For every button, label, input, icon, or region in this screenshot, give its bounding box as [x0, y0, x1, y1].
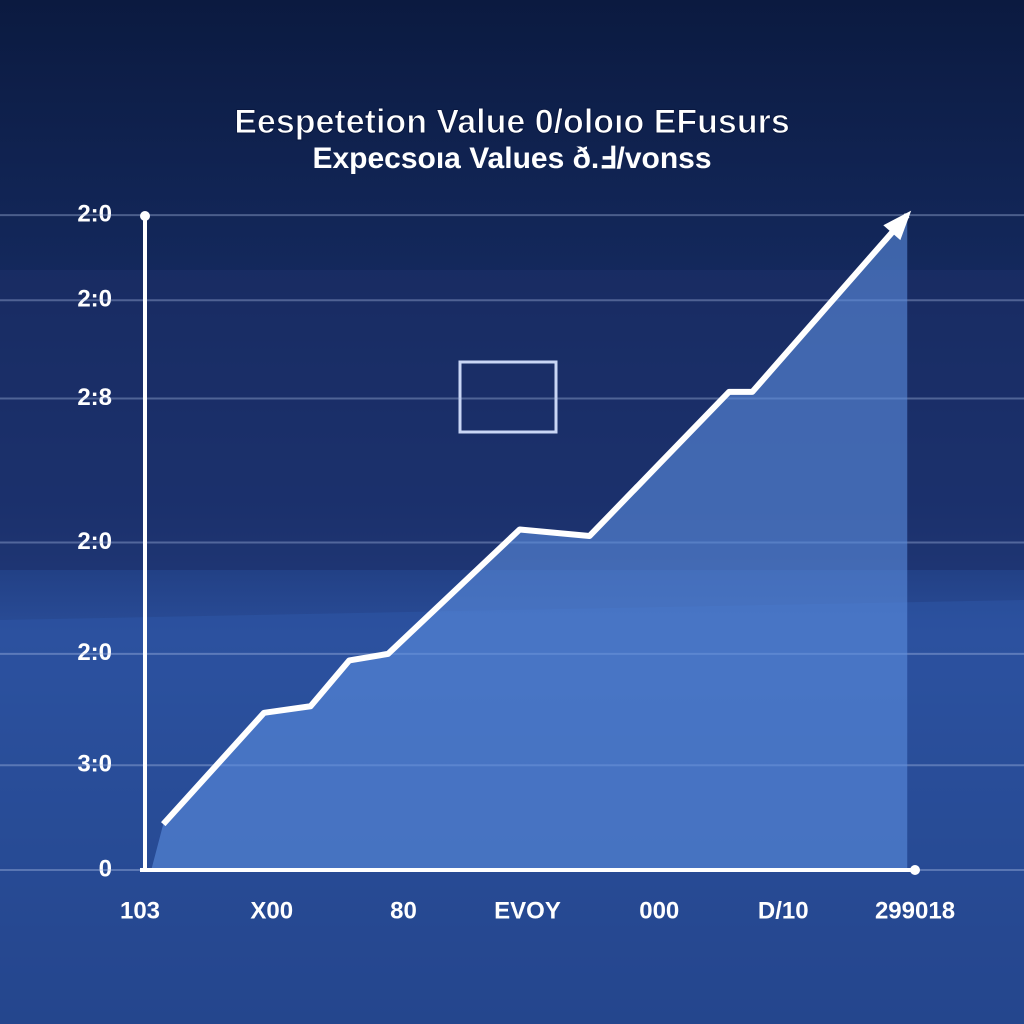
x-tick-label: 80 — [390, 897, 417, 924]
line — [161, 213, 910, 827]
y-tick-label: 2:0 — [77, 528, 112, 555]
chart-subtitle: Expecsoıa Values ð.Ⅎ/vonss — [312, 142, 711, 175]
chart-title: Eespetetion Value 0/oloıo EFusurs — [234, 103, 789, 141]
x-tick-label: 103 — [120, 897, 160, 924]
x-tick-label: 000 — [639, 897, 679, 924]
x-tick-label: EVOY — [494, 897, 561, 924]
backboard — [458, 360, 558, 434]
x-tick-label: D/10 — [758, 897, 809, 924]
arrow-head — [883, 210, 912, 241]
axis-end — [910, 865, 920, 875]
x-tick-label: 299018 — [875, 897, 955, 924]
area — [151, 215, 908, 871]
x-tick-label: X00 — [250, 897, 293, 924]
y-tick-label: 2:0 — [77, 639, 112, 666]
y-tick-label: 2:8 — [77, 384, 112, 411]
y-tick-label: 3:0 — [77, 751, 112, 778]
y-tick-label: 2:0 — [77, 286, 112, 313]
y-tick-label: 2:0 — [77, 200, 112, 227]
y-tick-label: 0 — [99, 855, 112, 882]
axis-end — [140, 211, 150, 221]
